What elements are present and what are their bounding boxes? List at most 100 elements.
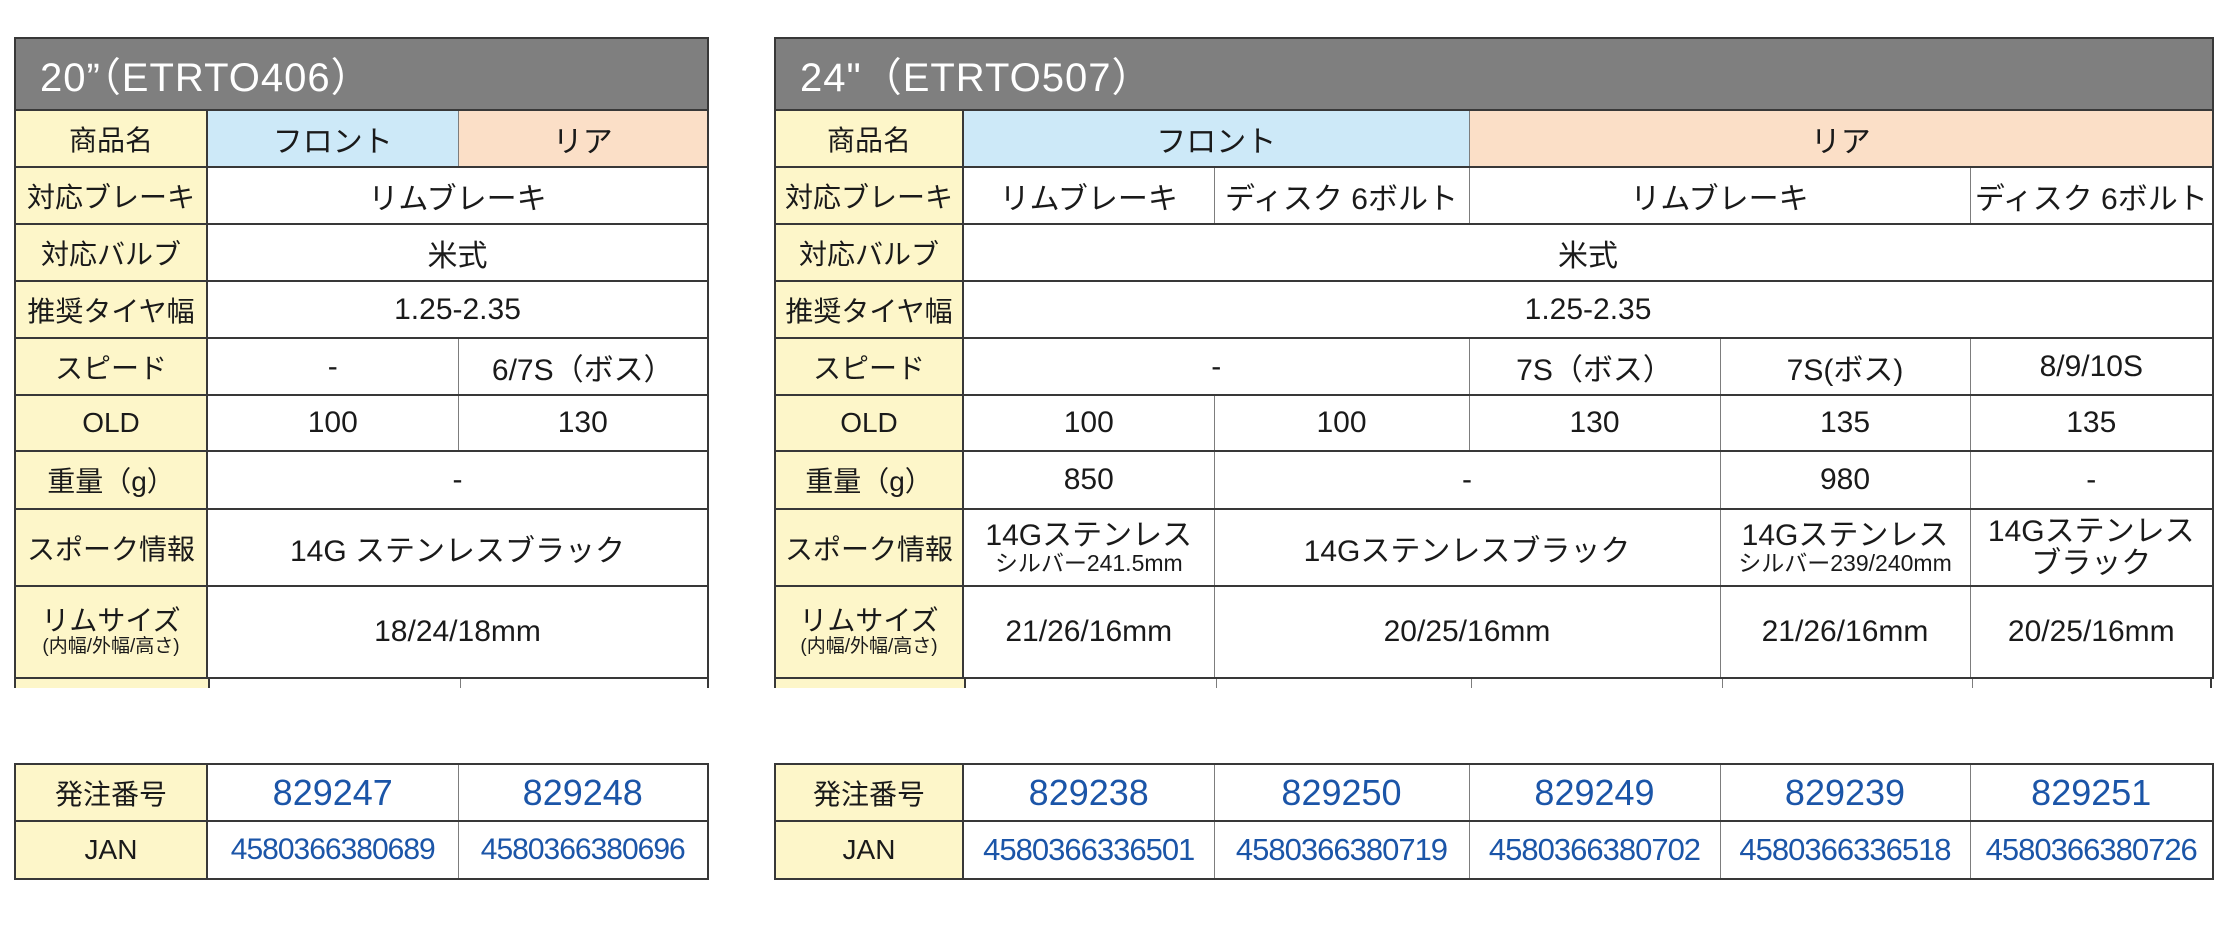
spec24-speed-rear-boss2-cell: 7S(ボス): [1719, 337, 1971, 396]
spec20-product-rear-cell: リア: [457, 109, 709, 168]
spec24-rim-size-label-sub: (内幅/外幅/高さ): [800, 635, 938, 657]
order20-row-jan: JAN 4580366380689 4580366380696: [14, 820, 709, 880]
spec20-brake-label: 対応ブレーキ: [14, 166, 208, 225]
spec20-cutoff-label-cell: [16, 679, 210, 688]
order24-jan-1: 4580366336501: [962, 820, 1215, 880]
order24-order-no-3: 829249: [1468, 763, 1721, 822]
order24-order-no-5: 829251: [1969, 763, 2214, 822]
spec24-speed-rear-boss1-cell: 7S（ボス）: [1468, 337, 1721, 396]
spec20-speed-label: スピード: [14, 337, 208, 396]
spec24-old-cell-1: 100: [962, 394, 1215, 452]
spec24-brake-rear-rim-cell: リムブレーキ: [1468, 166, 1971, 225]
spec24-rim-size-cell-23: 20/25/16mm: [1213, 585, 1721, 679]
spec20-speed-front-cell: -: [206, 337, 459, 396]
spec24-cutoff-cell: [1217, 679, 1472, 688]
spec24-old-cell-2: 100: [1213, 394, 1470, 452]
spec20-cutoff-cell: [461, 679, 707, 688]
spec24-old-cell-4: 135: [1719, 394, 1971, 452]
spec24-spoke-cell-1-line2: シルバー241.5mm: [994, 550, 1183, 577]
spec20-row-spoke: スポーク情報 14G ステンレスブラック: [14, 508, 709, 587]
spec24-row-valve: 対応バルブ 米式: [774, 223, 2214, 282]
spec24-brake-front-disc-cell: ディスク 6ボルト: [1213, 166, 1470, 225]
spec24-brake-label: 対応ブレーキ: [774, 166, 964, 225]
spec20-old-label: OLD: [14, 394, 208, 452]
spec20-row-brake: 対応ブレーキ リムブレーキ: [14, 166, 709, 225]
spec24-spoke-cell-23: 14Gステンレスブラック: [1213, 508, 1721, 587]
order20-jan-label: JAN: [14, 820, 208, 880]
spec20-weight-value: -: [206, 450, 709, 510]
spec24-old-cell-3: 130: [1468, 394, 1721, 452]
order20-row-order-no: 発注番号 829247 829248: [14, 763, 709, 822]
spec24-weight-cell-4: 980: [1719, 450, 1971, 510]
spec20-row-valve: 対応バルブ 米式: [14, 223, 709, 282]
spec24-weight-cell-23: -: [1213, 450, 1721, 510]
order20-order-no-front: 829247: [206, 763, 459, 822]
spec24-cutoff-cell: [1973, 679, 2210, 688]
order-table-20: 発注番号 829247 829248 JAN 4580366380689 458…: [14, 763, 709, 880]
spec24-valve-label: 対応バルブ: [774, 223, 964, 282]
spec24-row-old: OLD 100 100 130 135 135: [774, 394, 2214, 452]
spec24-speed-front-cell: -: [962, 337, 1470, 396]
order20-jan-front: 4580366380689: [206, 820, 459, 880]
order24-jan-3: 4580366380702: [1468, 820, 1721, 880]
spec24-spoke-cell-4-line1: 14Gステンレス: [1741, 518, 1949, 552]
spec20-rim-size-label: リムサイズ (内幅/外幅/高さ): [14, 585, 208, 679]
spec24-spoke-cell-1: 14Gステンレス シルバー241.5mm: [962, 508, 1215, 587]
spec24-row-product: 商品名 フロント リア: [774, 109, 2214, 168]
spec24-row-weight: 重量（g） 850 - 980 -: [774, 450, 2214, 510]
spec24-row-spoke: スポーク情報 14Gステンレス シルバー241.5mm 14Gステンレスブラック…: [774, 508, 2214, 587]
spec20-spoke-value: 14G ステンレスブラック: [206, 508, 709, 587]
spec24-brake-rear-disc-cell: ディスク 6ボルト: [1969, 166, 2214, 225]
spec24-tire-width-value: 1.25-2.35: [962, 280, 2214, 339]
spec24-row-rim-size: リムサイズ (内幅/外幅/高さ) 21/26/16mm 20/25/16mm 2…: [774, 585, 2214, 679]
spec20-valve-value: 米式: [206, 223, 709, 282]
spec24-product-label: 商品名: [774, 109, 964, 168]
spec24-header-row: 24"（ETRTO507）: [773, 37, 2215, 111]
order24-order-no-1: 829238: [962, 763, 1215, 822]
spec24-rim-size-cell-1: 21/26/16mm: [962, 585, 1215, 679]
spec20-product-label: 商品名: [14, 109, 208, 168]
spec24-spoke-cell-5-line1: 14Gステンレス: [1987, 515, 2195, 548]
spec24-valve-value: 米式: [962, 223, 2214, 282]
spec24-product-front-cell: フロント: [962, 109, 1470, 168]
spec24-speed-rear-cassette-cell: 8/9/10S: [1969, 337, 2214, 396]
spec24-cutoff-cell: [966, 679, 1217, 688]
spec20-product-front-cell: フロント: [206, 109, 459, 168]
spec24-rim-size-label: リムサイズ (内幅/外幅/高さ): [774, 585, 964, 679]
order24-jan-2: 4580366380719: [1213, 820, 1470, 880]
spec24-rim-size-label-main: リムサイズ: [799, 605, 939, 637]
spec24-cutoff-label-cell: [776, 679, 966, 688]
spec20-spoke-label: スポーク情報: [14, 508, 208, 587]
spec20-old-front-cell: 100: [206, 394, 459, 452]
spec24-old-label: OLD: [774, 394, 964, 452]
spec24-brake-front-rim-cell: リムブレーキ: [962, 166, 1215, 225]
order20-order-no-rear: 829248: [457, 763, 709, 822]
spec20-row-rim-size: リムサイズ (内幅/外幅/高さ) 18/24/18mm: [14, 585, 709, 679]
order24-order-no-4: 829239: [1719, 763, 1971, 822]
spec24-cutoff-row: [774, 679, 2212, 688]
spec24-row-brake: 対応ブレーキ リムブレーキ ディスク 6ボルト リムブレーキ ディスク 6ボルト: [774, 166, 2214, 225]
spec20-header-row: 20”（ETRTO406）: [14, 37, 709, 111]
spec20-row-old: OLD 100 130: [14, 394, 709, 452]
spec20-title: 20”（ETRTO406）: [14, 37, 709, 111]
spec24-cutoff-cell: [1472, 679, 1723, 688]
order-table-24: 発注番号 829238 829250 829249 829239 829251 …: [774, 763, 2214, 880]
order24-row-jan: JAN 4580366336501 4580366380719 45803663…: [774, 820, 2214, 880]
spec20-brake-value: リムブレーキ: [206, 166, 709, 225]
spec-table-24: 24"（ETRTO507） 商品名 フロント リア 対応ブレーキ リムブレーキ …: [773, 37, 2215, 679]
spec24-rim-size-cell-4: 21/26/16mm: [1719, 585, 1971, 679]
spec20-valve-label: 対応バルブ: [14, 223, 208, 282]
spec24-row-tire-width: 推奨タイヤ幅 1.25-2.35: [774, 280, 2214, 339]
spec20-rim-size-label-sub: (内幅/外幅/高さ): [42, 635, 180, 657]
order24-row-order-no: 発注番号 829238 829250 829249 829239 829251: [774, 763, 2214, 822]
spec24-title: 24"（ETRTO507）: [773, 37, 2215, 111]
spec20-cutoff-cell: [210, 679, 461, 688]
spec-table-20: 20”（ETRTO406） 商品名 フロント リア 対応ブレーキ リムブレーキ …: [14, 37, 709, 679]
spec24-rim-size-cell-5: 20/25/16mm: [1969, 585, 2214, 679]
spec24-cutoff-cell: [1723, 679, 1973, 688]
order20-order-no-label: 発注番号: [14, 763, 208, 822]
order24-jan-4: 4580366336518: [1719, 820, 1971, 880]
spec20-row-weight: 重量（g） -: [14, 450, 709, 510]
order24-jan-label: JAN: [774, 820, 964, 880]
